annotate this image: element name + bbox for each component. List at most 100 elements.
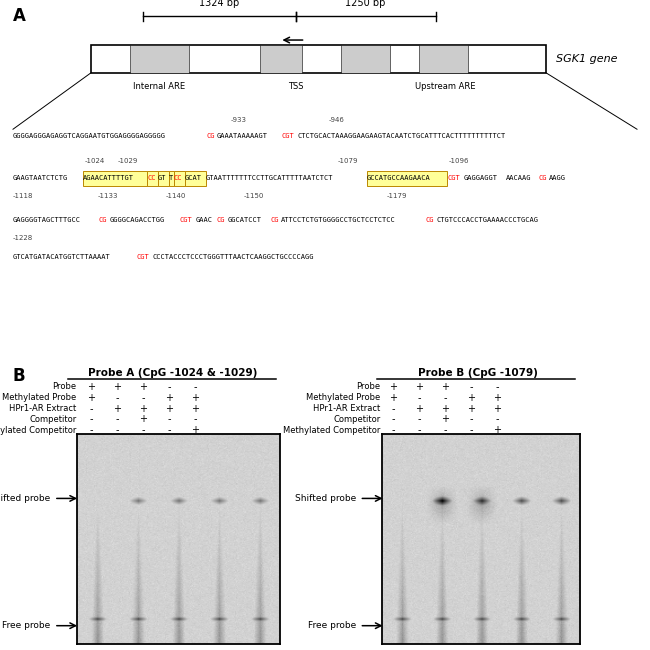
Text: GCCATGCCAAGAACA: GCCATGCCAAGAACA bbox=[367, 176, 431, 181]
Text: +: + bbox=[467, 393, 475, 403]
Text: GAAATAAAAAGT: GAAATAAAAAGT bbox=[217, 133, 268, 140]
Text: -933: -933 bbox=[231, 116, 247, 123]
Text: -: - bbox=[193, 415, 197, 424]
Bar bbox=[130, 46, 188, 73]
Bar bbox=[419, 46, 468, 73]
Text: -: - bbox=[89, 404, 93, 413]
Text: -: - bbox=[495, 382, 499, 392]
Text: +: + bbox=[87, 393, 95, 403]
Text: SGK1 gene: SGK1 gene bbox=[556, 54, 618, 64]
Text: Free probe: Free probe bbox=[308, 621, 356, 630]
Text: -1150: -1150 bbox=[244, 193, 264, 199]
Text: -: - bbox=[115, 415, 119, 424]
Text: -: - bbox=[141, 393, 145, 403]
Text: +: + bbox=[493, 404, 501, 413]
Text: +: + bbox=[493, 393, 501, 403]
Text: +: + bbox=[113, 382, 121, 392]
Text: -1024: -1024 bbox=[85, 158, 105, 164]
Text: AAGG: AAGG bbox=[549, 176, 566, 181]
Text: B: B bbox=[13, 367, 25, 385]
Text: AGAACATTTTGT: AGAACATTTTGT bbox=[83, 176, 134, 181]
Bar bbox=[168, 171, 174, 186]
Text: -: - bbox=[495, 415, 499, 424]
Text: Shifted probe: Shifted probe bbox=[0, 494, 51, 503]
Text: A: A bbox=[13, 7, 26, 25]
Text: +: + bbox=[467, 404, 475, 413]
Text: +: + bbox=[493, 425, 501, 436]
Text: -: - bbox=[391, 415, 395, 424]
Text: GTCATGATACATGGTCTTAAAAT: GTCATGATACATGGTCTTAAAAT bbox=[13, 254, 111, 259]
Text: CC: CC bbox=[174, 176, 183, 181]
Text: -: - bbox=[141, 425, 145, 436]
Text: GGGGCAGACCTGG: GGGGCAGACCTGG bbox=[109, 217, 164, 223]
Text: -1096: -1096 bbox=[448, 158, 469, 164]
Text: -: - bbox=[115, 425, 119, 436]
Text: -946: -946 bbox=[328, 116, 344, 123]
Text: +: + bbox=[415, 404, 423, 413]
Text: -: - bbox=[469, 415, 473, 424]
Text: Methylated Probe: Methylated Probe bbox=[306, 393, 380, 402]
Text: Probe B (CpG -1079): Probe B (CpG -1079) bbox=[418, 369, 538, 378]
Text: GGGGAGGGAGAGGTCAGGAATGTGGAGGGGAGGGGG: GGGGAGGGAGAGGTCAGGAATGTGGAGGGGAGGGGG bbox=[13, 133, 166, 140]
Text: +: + bbox=[113, 404, 121, 413]
Text: -: - bbox=[417, 393, 421, 403]
Text: Probe: Probe bbox=[53, 382, 77, 391]
Text: GAGGAGGT: GAGGAGGT bbox=[463, 176, 497, 181]
Text: Methylated Probe: Methylated Probe bbox=[3, 393, 77, 402]
Text: CG: CG bbox=[99, 217, 107, 223]
Text: Probe: Probe bbox=[356, 382, 380, 391]
Text: +: + bbox=[441, 382, 449, 392]
Text: +: + bbox=[191, 425, 199, 436]
Bar bbox=[91, 46, 546, 73]
Text: Methylated Competitor: Methylated Competitor bbox=[0, 426, 77, 435]
Text: CTGTCCCACCTGAAAACCCTGCAG: CTGTCCCACCTGAAAACCCTGCAG bbox=[437, 217, 539, 223]
Text: -: - bbox=[417, 425, 421, 436]
Bar bbox=[341, 46, 390, 73]
Text: -: - bbox=[89, 425, 93, 436]
Text: GT: GT bbox=[158, 176, 166, 181]
Text: Upstream ARE: Upstream ARE bbox=[415, 82, 476, 91]
Text: TSS: TSS bbox=[288, 82, 304, 91]
Text: CTCTGCACTAAAGGAAGAAGTACAATCTGCATTTCACTTTTTTTTTTCT: CTCTGCACTAAAGGAAGAAGTACAATCTGCATTTCACTTT… bbox=[297, 133, 506, 140]
Text: +: + bbox=[191, 393, 199, 403]
Text: +: + bbox=[165, 393, 173, 403]
Text: -: - bbox=[391, 425, 395, 436]
Text: -: - bbox=[115, 393, 119, 403]
Text: CCCTACCCTCCCTGGGTTTAACTCAAGGCTGCCCCAGG: CCCTACCCTCCCTGGGTTTAACTCAAGGCTGCCCCAGG bbox=[152, 254, 314, 259]
Text: GCAT: GCAT bbox=[185, 176, 202, 181]
Text: GTAATTTTTTTCCTTGCATTTTTAATCTCT: GTAATTTTTTTCCTTGCATTTTTAATCTCT bbox=[206, 176, 333, 181]
Text: GGCATCCT: GGCATCCT bbox=[227, 217, 261, 223]
Text: 1250 bp: 1250 bp bbox=[345, 0, 386, 8]
Text: CC: CC bbox=[147, 176, 155, 181]
Text: GAGGGGTAGCTTTGCC: GAGGGGTAGCTTTGCC bbox=[13, 217, 81, 223]
Text: CGT: CGT bbox=[281, 133, 294, 140]
Text: -: - bbox=[469, 382, 473, 392]
Text: -1228: -1228 bbox=[13, 235, 33, 240]
Text: AACAAG: AACAAG bbox=[506, 176, 532, 181]
Text: +: + bbox=[139, 404, 147, 413]
Text: Competitor: Competitor bbox=[333, 415, 380, 424]
Text: CG: CG bbox=[539, 176, 547, 181]
Text: -: - bbox=[193, 382, 197, 392]
Text: +: + bbox=[441, 415, 449, 424]
Text: +: + bbox=[87, 382, 95, 392]
Text: Competitor: Competitor bbox=[29, 415, 77, 424]
Text: CGT: CGT bbox=[179, 217, 192, 223]
Text: CG: CG bbox=[270, 217, 279, 223]
Text: -1179: -1179 bbox=[387, 193, 408, 199]
Text: CGT: CGT bbox=[447, 176, 460, 181]
Text: -: - bbox=[89, 415, 93, 424]
Text: Free probe: Free probe bbox=[3, 621, 51, 630]
Text: Probe A (CpG -1024 & -1029): Probe A (CpG -1024 & -1029) bbox=[88, 369, 257, 378]
Text: HPr1-AR Extract: HPr1-AR Extract bbox=[10, 404, 77, 413]
Bar bbox=[185, 171, 206, 186]
Text: Methylated Competitor: Methylated Competitor bbox=[283, 426, 380, 435]
Text: -1133: -1133 bbox=[98, 193, 118, 199]
Bar bbox=[174, 171, 185, 186]
Text: -: - bbox=[417, 415, 421, 424]
Text: CG: CG bbox=[206, 133, 215, 140]
Text: ATTCCTCTGTGGGGCCTGCTCCTCTCC: ATTCCTCTGTGGGGCCTGCTCCTCTCC bbox=[281, 217, 396, 223]
Text: CG: CG bbox=[426, 217, 434, 223]
Bar bbox=[260, 46, 302, 73]
Text: Internal ARE: Internal ARE bbox=[133, 82, 185, 91]
